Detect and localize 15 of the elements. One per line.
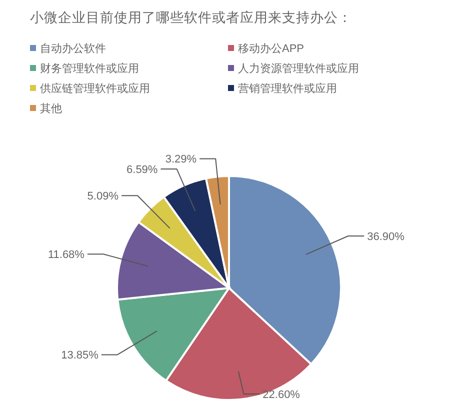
legend-label: 供应链管理软件或应用	[40, 82, 150, 96]
data-label: 5.09%	[87, 190, 119, 203]
legend-label: 人力资源管理软件或应用	[238, 62, 359, 76]
data-label: 36.90%	[367, 230, 405, 243]
legend-label: 其他	[40, 102, 62, 116]
legend-label: 移动办公APP	[238, 42, 304, 56]
data-label: 6.59%	[126, 164, 158, 176]
legend-label: 营销管理软件或应用	[238, 82, 337, 96]
data-label: 11.68%	[48, 249, 85, 262]
data-label: 22.60%	[262, 389, 300, 401]
data-label: 3.29%	[165, 154, 197, 166]
chart-title: 小微企业目前使用了哪些软件或者应用来支持办公：	[30, 9, 352, 27]
legend-label: 财务管理软件或应用	[40, 62, 139, 76]
data-label: 13.85%	[61, 350, 99, 362]
legend-label: 自动办公软件	[40, 42, 106, 56]
